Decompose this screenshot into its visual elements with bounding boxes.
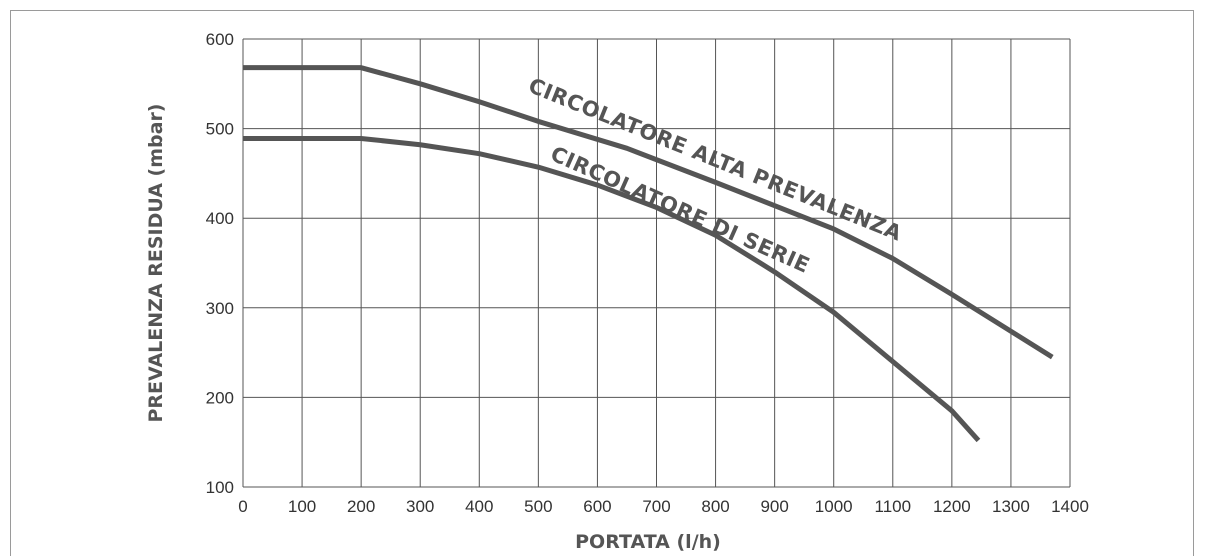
x-tick-label: 1000 (815, 497, 853, 516)
x-tick-label: 900 (760, 497, 788, 516)
x-tick-label: 100 (288, 497, 316, 516)
x-tick-label: 800 (701, 497, 729, 516)
x-tick-label: 300 (406, 497, 434, 516)
x-tick-label: 1400 (1051, 497, 1089, 516)
y-tick-labels: 100 200 300 400 500 600 (206, 30, 234, 497)
series-line-alta-prevalenza (243, 65, 1054, 360)
series-lines (243, 65, 1054, 443)
x-tick-labels: 0 100 200 300 400 500 600 700 800 900 1000 1100 1200… (238, 497, 1089, 516)
vertical-gridlines (242, 39, 1071, 487)
x-tick-label: 1100 (875, 497, 912, 516)
y-axis-title: PREVALENZA RESIDUA (mbar) (145, 104, 167, 423)
x-tick-label: 1200 (933, 497, 971, 516)
y-tick-label: 200 (206, 388, 234, 407)
x-tick-label: 400 (465, 497, 493, 516)
horizontal-gridlines (243, 38, 1070, 488)
x-tick-label: 1300 (992, 497, 1030, 516)
x-tick-label: 0 (238, 497, 247, 516)
series-label-di-serie: CIRCOLATORE DI SERIE (547, 142, 813, 278)
x-tick-label: 600 (583, 497, 611, 516)
x-axis-title: PORTATA (l/h) (575, 531, 721, 553)
y-tick-label: 100 (206, 478, 234, 497)
x-tick-label: 200 (347, 497, 375, 516)
y-tick-label: 500 (206, 120, 234, 139)
series-line-di-serie (243, 135, 981, 443)
y-tick-label: 300 (206, 299, 234, 318)
x-tick-label: 700 (642, 497, 670, 516)
x-tick-label: 500 (524, 497, 552, 516)
y-tick-label: 400 (206, 209, 234, 228)
y-tick-label: 600 (206, 30, 234, 49)
chart-frame (10, 10, 1194, 556)
